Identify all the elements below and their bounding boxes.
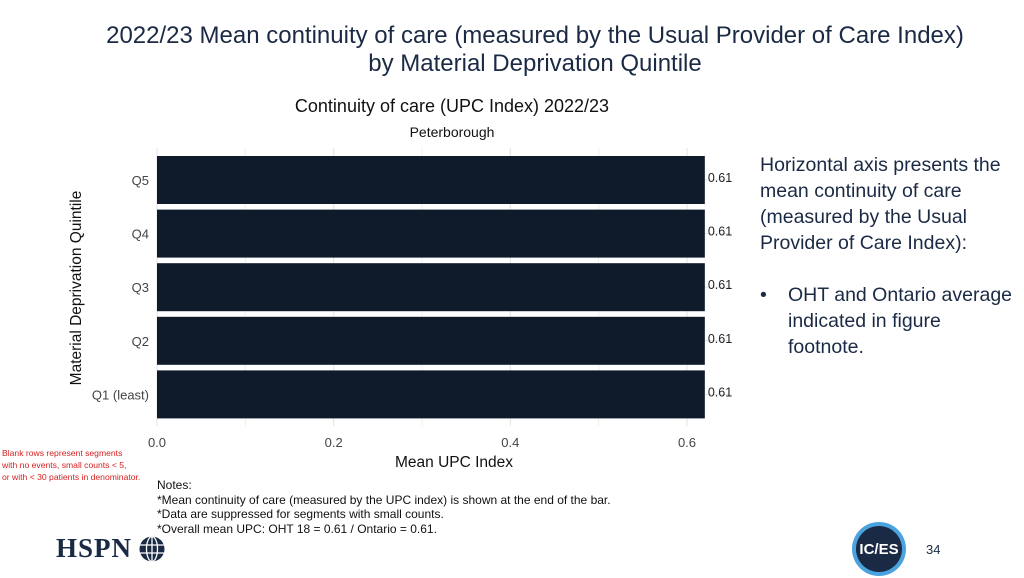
value-label: 0.61 (708, 278, 732, 292)
chart-subtitle: Peterborough (409, 124, 495, 140)
globe-icon (139, 535, 165, 562)
x-axis-title: Mean UPC Index (395, 454, 513, 471)
bar-5 (157, 370, 705, 419)
bar-3 (157, 263, 705, 312)
category-label: Q3 (132, 280, 149, 295)
bar-2 (157, 209, 705, 258)
bullet-marker: • (760, 284, 767, 306)
notes-heading: Notes: (157, 478, 192, 492)
blank-rows-note-line3: or with < 30 patients in denominator. (2, 472, 141, 482)
blank-rows-note-line1: Blank rows represent segments (2, 448, 123, 458)
value-label: 0.61 (708, 225, 732, 239)
side-panel: Horizontal axis presents the mean contin… (760, 152, 1022, 360)
x-tick-label: 0.2 (325, 435, 343, 450)
blank-rows-note-line2: with no events, small counts < 5, (2, 460, 127, 470)
notes-line1: *Mean continuity of care (measured by th… (157, 492, 611, 507)
x-tick-label: 0.0 (148, 435, 166, 450)
notes-line2: *Data are suppressed for segments with s… (157, 507, 444, 521)
ices-logo-text: IC/ES (859, 541, 898, 558)
ices-logo: IC/ES (852, 522, 906, 576)
category-label: Q5 (132, 173, 149, 188)
hspn-logo-text: HSPN (56, 533, 133, 563)
side-panel-description: Horizontal axis presents the mean contin… (760, 154, 1001, 254)
chart-title: Continuity of care (UPC Index) 2022/23 (294, 96, 610, 116)
slide-title-line2: by Material Deprivation Quintile (368, 50, 702, 77)
value-label: 0.61 (708, 385, 732, 399)
category-label: Q2 (132, 334, 149, 349)
bar-1 (157, 156, 705, 204)
notes-line3: *Overall mean UPC: OHT 18 = 0.61 / Ontar… (157, 521, 437, 536)
x-tick-label: 0.6 (678, 435, 696, 450)
category-label: Q1 (least) (92, 387, 149, 402)
bar-4 (157, 316, 705, 365)
category-label: Q4 (132, 227, 149, 242)
hspn-logo: HSPN (56, 533, 166, 564)
value-label: 0.61 (708, 171, 732, 185)
chart-notes: Notes: *Mean continuity of care (measure… (157, 478, 717, 536)
x-tick-label: 0.4 (501, 435, 519, 450)
side-panel-bullet: • OHT and Ontario average indicated in f… (760, 282, 1022, 360)
blank-rows-note: Blank rows represent segments with no ev… (2, 447, 162, 483)
side-panel-bullet-text: OHT and Ontario average indicated in fig… (788, 284, 1013, 358)
slide-title: 2022/23 Mean continuity of care (measure… (40, 22, 1024, 78)
y-axis-title: Material Deprivation Quintile (68, 191, 85, 386)
value-label: 0.61 (708, 332, 732, 346)
page-number: 34 (926, 542, 941, 557)
slide-title-line1: 2022/23 Mean continuity of care (measure… (106, 22, 964, 49)
